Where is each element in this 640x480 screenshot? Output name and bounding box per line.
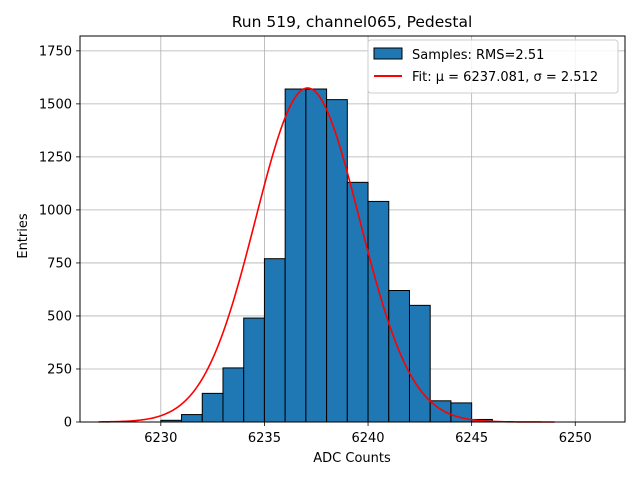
histogram-bar	[222, 367, 245, 423]
histogram-bar	[284, 88, 307, 423]
x-tick-label: 6250	[559, 431, 592, 446]
x-axis-label: ADC Counts	[313, 451, 391, 466]
histogram-bar	[388, 290, 410, 423]
x-tick-label: 6230	[144, 431, 177, 446]
y-tick-label: 1750	[39, 44, 72, 59]
legend: Samples: RMS=2.51 Fit: μ = 6237.081, σ =…	[367, 39, 619, 94]
y-tick-label: 250	[47, 362, 72, 377]
y-tick-label: 1500	[39, 97, 72, 112]
histogram-bar	[326, 99, 348, 423]
histogram-bar	[201, 392, 224, 423]
fit-curve	[98, 87, 555, 423]
y-tick-label: 0	[64, 416, 72, 431]
y-tick-label: 500	[47, 309, 72, 324]
legend-samples-label: Samples: RMS=2.51	[412, 48, 544, 63]
legend-samples-patch	[373, 47, 403, 60]
histogram-bar	[181, 414, 203, 423]
x-tick-label: 6235	[248, 431, 281, 446]
histogram-bars	[160, 88, 493, 423]
x-tick-label: 6240	[351, 431, 384, 446]
legend-box	[367, 39, 619, 94]
axis-ticks: 6230 6235 6240 6245 6250 0 250 500 750 1000 1250 15…	[39, 44, 592, 446]
plot-frame	[79, 35, 626, 423]
histogram-bar	[346, 181, 369, 423]
y-tick-label: 750	[47, 256, 72, 271]
x-tick-label: 6245	[455, 431, 488, 446]
histogram-bar	[305, 88, 328, 423]
y-tick-label: 1250	[39, 150, 72, 165]
histogram-bar	[408, 304, 431, 423]
histogram-bar	[263, 258, 286, 423]
y-axis-label: Entries	[16, 213, 31, 259]
histogram-bar	[243, 317, 265, 423]
y-tick-label: 1000	[39, 203, 72, 218]
legend-fit-label: Fit: μ = 6237.081, σ = 2.512	[412, 70, 598, 85]
fit-curve-layer	[98, 87, 555, 423]
chart-title: Run 519, channel065, Pedestal	[232, 13, 473, 31]
